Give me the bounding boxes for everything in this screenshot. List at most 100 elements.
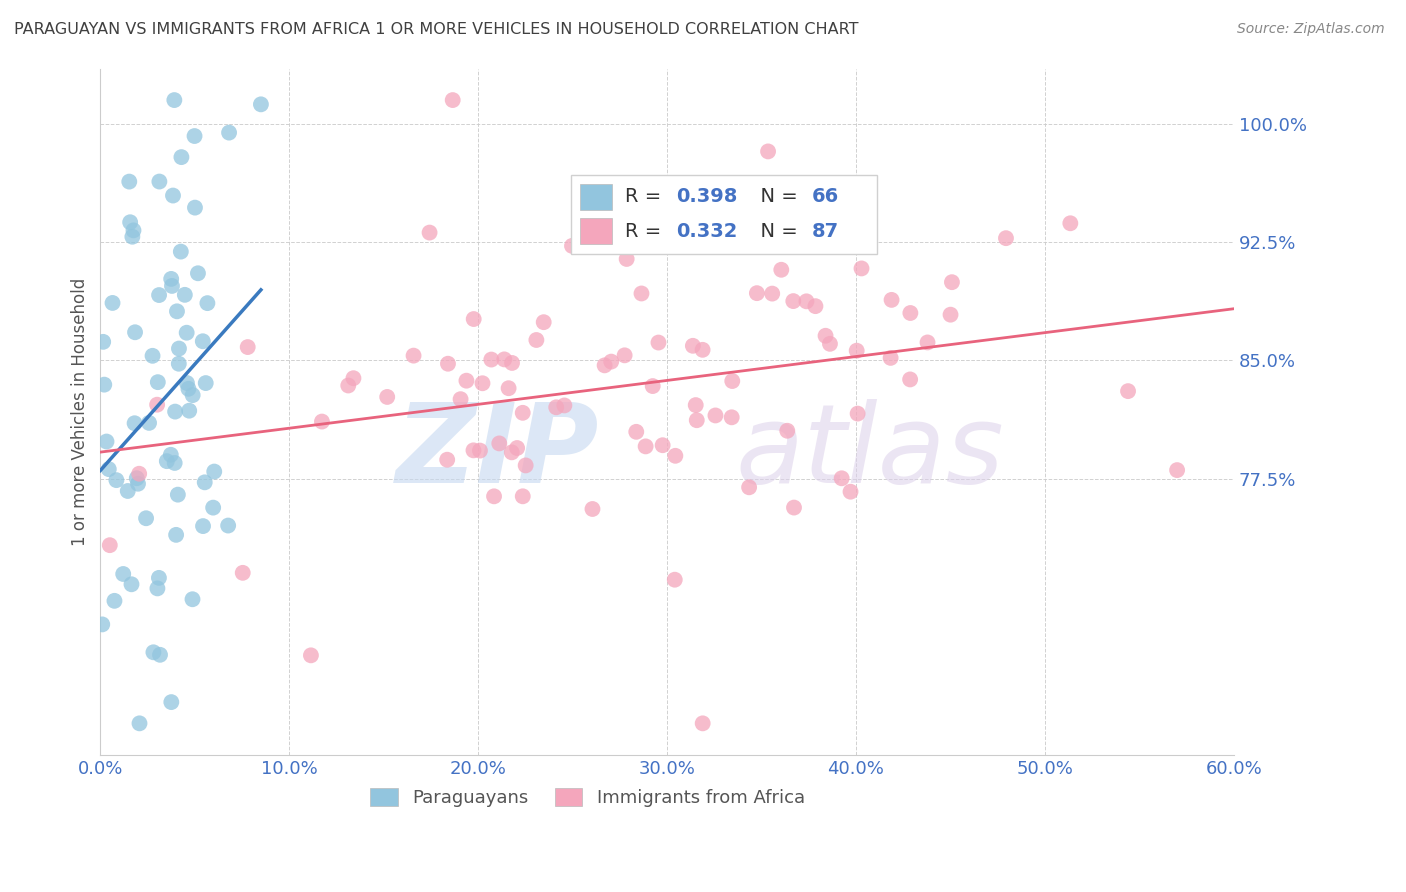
Point [941, 275, 963, 289]
Point [437, 357, 460, 371]
Point [165, 528, 187, 542]
Text: R =: R = [626, 187, 668, 206]
Point [170, 150, 193, 164]
Point [700, 232, 723, 246]
Point [125, 471, 148, 485]
Text: N =: N = [748, 222, 804, 241]
Point [593, 359, 616, 373]
Point [939, 308, 962, 322]
Point [167, 342, 190, 356]
Text: N =: N = [748, 187, 804, 206]
Point [117, 483, 139, 498]
Point [187, 266, 209, 280]
Point [162, 188, 184, 202]
Point [851, 261, 873, 276]
Point [1059, 216, 1081, 230]
Point [880, 293, 903, 307]
Point [692, 343, 714, 357]
Point [450, 392, 472, 407]
Point [120, 215, 142, 229]
Point [159, 448, 181, 462]
Point [146, 398, 169, 412]
Point [146, 375, 169, 389]
Point [512, 489, 534, 503]
Point [463, 443, 485, 458]
Point [148, 571, 170, 585]
Point [626, 425, 648, 439]
Point [436, 452, 458, 467]
Point [160, 272, 183, 286]
Point [166, 304, 188, 318]
Point [91, 334, 114, 349]
Point [121, 229, 143, 244]
Point [641, 379, 664, 393]
Point [482, 489, 505, 503]
Text: PARAGUAYAN VS IMMIGRANTS FROM AFRICA 1 OR MORE VEHICLES IN HOUSEHOLD CORRELATION: PARAGUAYAN VS IMMIGRANTS FROM AFRICA 1 O… [14, 22, 859, 37]
Point [176, 376, 198, 390]
Point [402, 349, 425, 363]
Point [250, 97, 273, 112]
Text: Source: ZipAtlas.com: Source: ZipAtlas.com [1237, 22, 1385, 37]
Point [375, 390, 398, 404]
Point [118, 175, 141, 189]
Point [533, 315, 555, 329]
Point [217, 518, 239, 533]
Point [720, 410, 742, 425]
Point [167, 488, 190, 502]
Point [818, 336, 841, 351]
Point [160, 695, 183, 709]
Point [128, 467, 150, 481]
Point [181, 592, 204, 607]
Point [179, 403, 201, 417]
Point [686, 413, 709, 427]
Text: R =: R = [626, 222, 668, 241]
Point [613, 348, 636, 362]
Point [756, 145, 779, 159]
Point [745, 286, 768, 301]
Point [471, 376, 494, 391]
FancyBboxPatch shape [579, 184, 612, 210]
Point [96, 434, 118, 449]
Point [685, 398, 707, 412]
Point [165, 404, 187, 418]
Point [783, 500, 806, 515]
Point [600, 354, 623, 368]
Point [898, 372, 921, 386]
Point [664, 573, 686, 587]
Point [524, 333, 547, 347]
Point [121, 577, 143, 591]
Point [146, 582, 169, 596]
Point [501, 445, 523, 459]
Point [122, 223, 145, 237]
Point [299, 648, 322, 663]
Point [682, 339, 704, 353]
Point [917, 335, 939, 350]
Point [581, 502, 603, 516]
Point [148, 288, 170, 302]
Point [342, 371, 364, 385]
Point [845, 343, 868, 358]
Point [163, 456, 186, 470]
FancyBboxPatch shape [571, 175, 877, 254]
Point [898, 306, 921, 320]
Text: ZIP: ZIP [395, 400, 599, 507]
Text: 0.332: 0.332 [676, 222, 738, 241]
Point [149, 648, 172, 662]
FancyBboxPatch shape [579, 219, 612, 244]
Point [441, 93, 464, 107]
Point [456, 374, 478, 388]
Point [846, 407, 869, 421]
Point [124, 325, 146, 339]
Point [127, 476, 149, 491]
Point [191, 519, 214, 533]
Point [194, 376, 217, 390]
Point [796, 294, 818, 309]
Point [202, 465, 225, 479]
Point [124, 416, 146, 430]
Point [236, 340, 259, 354]
Point [232, 566, 254, 580]
Point [135, 511, 157, 525]
Point [553, 399, 575, 413]
Point [218, 126, 240, 140]
Point [160, 279, 183, 293]
